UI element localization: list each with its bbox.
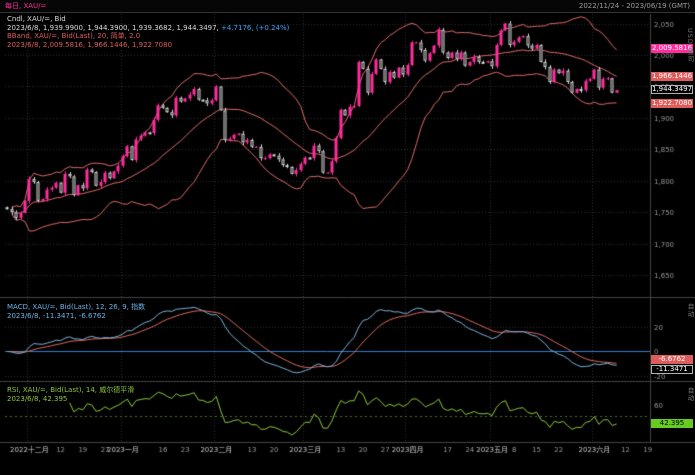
macd-signal-value-box: -6.6762 bbox=[651, 355, 693, 365]
candle-ohlc-text: 2023/6/8, 1,939.9900, 1,944.3900, 1,939.… bbox=[7, 23, 222, 32]
macd-legend: MACD, XAU/=, Bid(Last), 12, 26, 9, 指数 20… bbox=[7, 303, 145, 320]
macd-axis-title: 自动 bbox=[686, 303, 694, 318]
bband-upper-value-box: 2,009.5816 bbox=[651, 44, 693, 54]
bband-mid-value-box: 1,966.1446 bbox=[651, 71, 693, 81]
macd-series-label[interactable]: MACD, XAU/=, Bid(Last), 12, 26, 9, 指数 bbox=[7, 303, 146, 311]
candle-change-value: +4.7176, (+0.24%) bbox=[221, 23, 290, 32]
price-axis-title: USD 盎司 bbox=[686, 28, 694, 63]
last-price-value-box: 1,944.3497 bbox=[651, 85, 693, 95]
rsi-values: 2023/6/8, 42.395 bbox=[7, 394, 68, 403]
bband-lower-value-box: 1,922.7080 bbox=[651, 99, 693, 109]
rsi-value-box: 42.395 bbox=[651, 419, 693, 429]
bband-values: 2023/6/8, 2,009.5816, 1,966.1446, 1,922.… bbox=[7, 40, 173, 49]
main-chart-legend: Cndl, XAU/=, Bid 2023/6/8, 1,939.9900, 1… bbox=[7, 15, 289, 49]
rsi-series-label[interactable]: RSI, XAU/=, Bid(Last), 14, 威尔德平滑 bbox=[7, 386, 135, 394]
rsi-axis-title: 自动 bbox=[686, 387, 694, 402]
bband-series-label[interactable]: BBand, XAU/=, Bid(Last), 20, 简单, 2.0 bbox=[7, 32, 141, 40]
candle-series-label[interactable]: Cndl, XAU/=, Bid bbox=[7, 15, 66, 23]
candle-ohlc-values: 2023/6/8, 1,939.9900, 1,944.3900, 1,939.… bbox=[7, 24, 289, 33]
rsi-legend: RSI, XAU/=, Bid(Last), 14, 威尔德平滑 2023/6/… bbox=[7, 386, 134, 403]
macd-main-value-box: -11.3471 bbox=[651, 364, 693, 374]
top-bar: 每日, XAU/= 2022/11/24 - 2023/06/19 (GMT) bbox=[0, 0, 695, 13]
date-range-label: 2022/11/24 - 2023/06/19 (GMT) bbox=[578, 2, 690, 10]
macd-values: 2023/6/8, -11.3471, -6.6762 bbox=[7, 311, 106, 320]
instrument-interval-label[interactable]: 每日, XAU/= bbox=[5, 2, 47, 10]
